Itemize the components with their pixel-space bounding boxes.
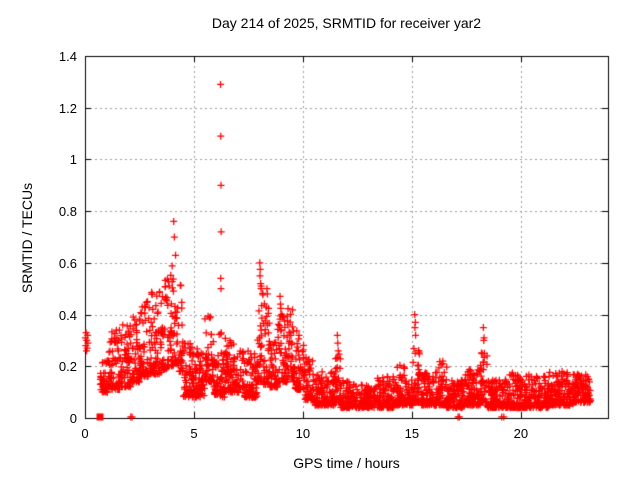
y-tick-label: 1 (69, 152, 77, 168)
y-tick-label: 1.2 (58, 100, 77, 116)
y-tick-label: 0.8 (58, 204, 77, 220)
x-axis-label: GPS time / hours (293, 455, 400, 471)
y-tick-label: 0.4 (58, 307, 77, 323)
y-tick-label: 0.6 (58, 255, 77, 271)
x-tick-label: 15 (404, 426, 420, 441)
x-tick-label: 20 (513, 426, 529, 441)
y-tick-label: 0.2 (58, 359, 77, 375)
x-tick-label: 5 (190, 426, 198, 441)
y-tick-label: 0 (69, 411, 77, 426)
y-tick-label: 1.4 (58, 49, 77, 64)
chart-title: Day 214 of 2025, SRMTID for receiver yar… (211, 15, 482, 31)
x-tick-label: 10 (295, 426, 311, 441)
x-tick-label: 0 (81, 426, 89, 441)
